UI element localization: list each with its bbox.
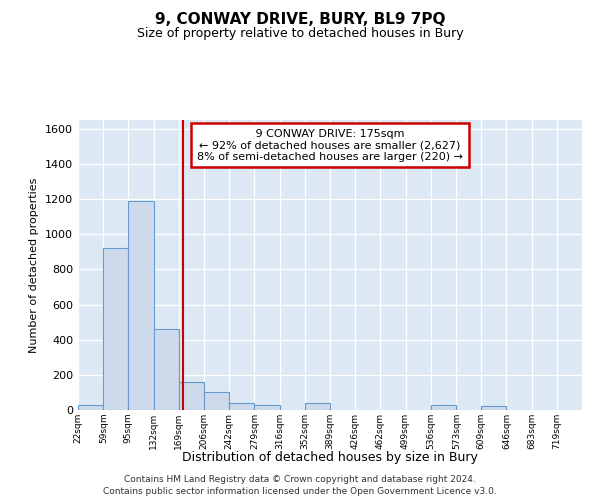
- Text: Size of property relative to detached houses in Bury: Size of property relative to detached ho…: [137, 28, 463, 40]
- Bar: [254, 404, 280, 410]
- Bar: [481, 406, 506, 410]
- Bar: [179, 382, 205, 410]
- Text: Distribution of detached houses by size in Bury: Distribution of detached houses by size …: [182, 451, 478, 464]
- Bar: [305, 403, 330, 410]
- Bar: [78, 404, 103, 410]
- Y-axis label: Number of detached properties: Number of detached properties: [29, 178, 40, 352]
- Bar: [205, 392, 229, 410]
- Text: Contains public sector information licensed under the Open Government Licence v3: Contains public sector information licen…: [103, 487, 497, 496]
- Bar: [431, 404, 457, 410]
- Text: 9, CONWAY DRIVE, BURY, BL9 7PQ: 9, CONWAY DRIVE, BURY, BL9 7PQ: [155, 12, 445, 28]
- Text: 9 CONWAY DRIVE: 175sqm   
← 92% of detached houses are smaller (2,627)
8% of sem: 9 CONWAY DRIVE: 175sqm ← 92% of detached…: [197, 128, 463, 162]
- Bar: [103, 248, 128, 410]
- Text: Contains HM Land Registry data © Crown copyright and database right 2024.: Contains HM Land Registry data © Crown c…: [124, 475, 476, 484]
- Bar: [128, 201, 154, 410]
- Bar: [229, 403, 254, 410]
- Bar: [154, 329, 179, 410]
